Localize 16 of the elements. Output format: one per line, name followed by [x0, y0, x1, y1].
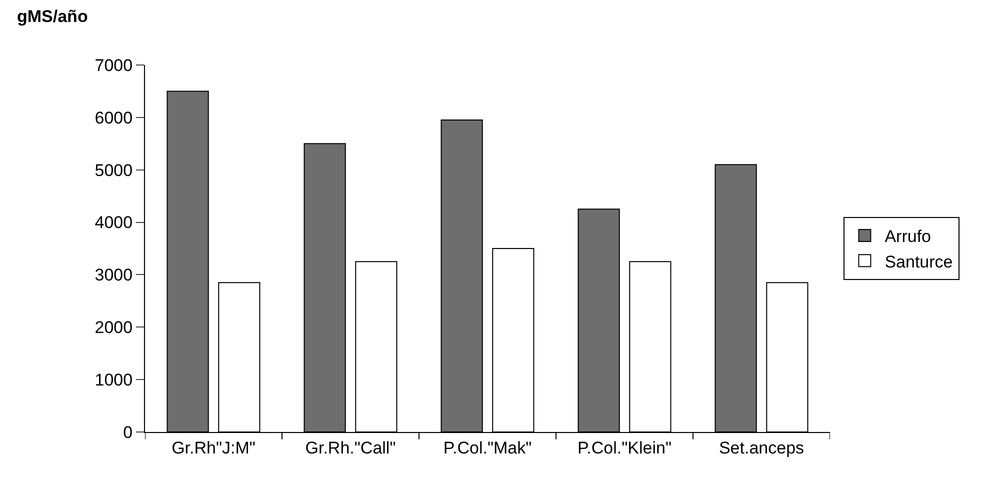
- x-tick-label: P.Col."Klein": [578, 438, 672, 458]
- y-tick-label: 1000: [94, 370, 133, 390]
- x-tick-label: P.Col."Mak": [443, 438, 532, 458]
- y-tick-label: 6000: [94, 108, 133, 128]
- legend-label: Santurce: [884, 252, 953, 272]
- y-tick-label: 2000: [94, 318, 133, 338]
- y-tick-label: 0: [123, 422, 133, 442]
- y-tick-label: 5000: [94, 160, 133, 180]
- x-tick-label: Gr.Rh."Call": [305, 438, 396, 458]
- legend-label: Arrufo: [884, 227, 931, 246]
- y-axis-title: gMS/año: [17, 7, 88, 26]
- y-tick-label: 7000: [94, 56, 133, 75]
- x-tick-label: Set.anceps: [718, 438, 804, 458]
- y-tick-label: 4000: [94, 213, 133, 232]
- x-tick-label: Gr.Rh"J:M": [172, 438, 256, 458]
- y-tick-label: 3000: [94, 266, 133, 285]
